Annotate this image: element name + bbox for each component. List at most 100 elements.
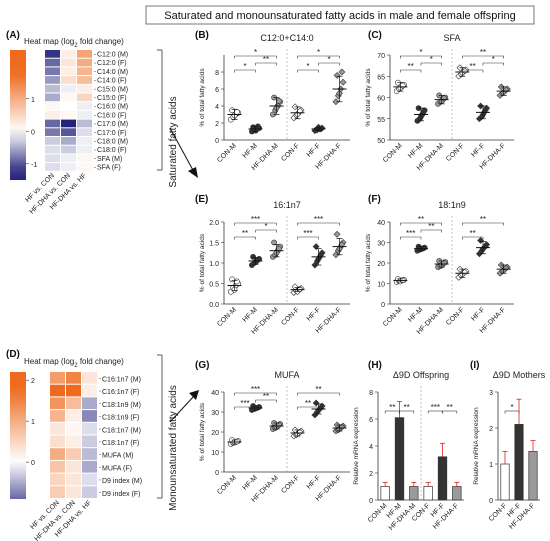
y-tick-label: 6	[369, 417, 373, 424]
y-tick-label: 8	[369, 390, 373, 397]
panel-label-e: (E)	[195, 194, 208, 205]
significance-label: *	[264, 222, 267, 231]
heatmap-cell	[77, 110, 92, 119]
heatmap-title-text: Heat map (log	[24, 37, 74, 46]
data-point	[441, 95, 447, 102]
monounsaturated-label: Monounsaturated fatty acids	[168, 385, 179, 511]
data-point	[332, 251, 340, 259]
significance-label: **	[315, 385, 321, 394]
data-point	[233, 278, 240, 285]
significance-label: *	[317, 48, 320, 57]
chart-title: C12:0+C14:0	[260, 33, 313, 43]
significance-label: **	[480, 215, 486, 224]
heatmap-cell	[61, 58, 76, 67]
heatmap-title-text: Heat map (log	[24, 357, 74, 366]
heatmap-cell	[66, 384, 81, 397]
heatmap-cell	[45, 50, 60, 58]
y-tick-label: 55	[377, 117, 385, 124]
heatmap-row-label: C15:0 (M)	[97, 86, 128, 93]
heatmap-cell	[82, 460, 97, 473]
data-point	[233, 109, 240, 115]
heatmap-cell	[82, 435, 97, 448]
bar	[380, 486, 390, 501]
heatmap-cell	[61, 110, 76, 119]
y-tick-label: 4	[215, 104, 219, 111]
significance-label: **	[480, 48, 486, 57]
y-axis-label: % of total fatty acids	[199, 233, 206, 292]
heatmap-cell	[45, 128, 60, 136]
heatmap-cell	[66, 422, 81, 435]
heatmap-row-label: C14:0 (F)	[97, 78, 127, 85]
heatmap-row-label: C18:0 (M)	[97, 139, 128, 146]
panel-label-a: (A)	[6, 30, 20, 41]
heatmap-cell	[61, 154, 76, 163]
heatmap-cell	[77, 163, 92, 171]
data-point	[275, 98, 282, 104]
scale-tick-label: 1	[31, 419, 35, 426]
significance-label: **	[305, 399, 311, 408]
heatmap-row-label: C12:0 (F)	[97, 60, 127, 67]
bar	[528, 451, 538, 501]
heatmap-cell	[50, 422, 65, 435]
significance-label: **	[447, 403, 453, 412]
heatmap-row-label: C17:0 (M)	[97, 121, 128, 128]
y-tick-label: 60	[377, 96, 385, 103]
y-tick-label: 30	[211, 410, 219, 417]
data-point	[271, 239, 277, 246]
y-tick-label: 0	[369, 498, 373, 505]
heatmap-cell	[82, 448, 97, 460]
heatmap-row-label: C17:0 (F)	[97, 130, 127, 137]
heatmap-cell	[61, 163, 76, 171]
y-tick-label: 3	[489, 390, 493, 397]
heatmap-cell	[66, 410, 81, 422]
data-point	[312, 243, 320, 251]
heatmap-row-label: C18:1n9 (M)	[102, 402, 141, 409]
heatmap-cell	[61, 128, 76, 136]
heatmap-cell	[77, 145, 92, 154]
y-tick-label: 0	[215, 470, 219, 477]
data-point	[481, 106, 489, 114]
heatmap-cell	[50, 384, 65, 397]
significance-label: **	[470, 62, 476, 71]
heatmap-cell	[45, 76, 60, 84]
y-tick-label: 40	[211, 390, 219, 397]
heatmap-cell	[45, 154, 60, 163]
panel-label-c: (C)	[368, 30, 382, 41]
y-tick-label: 2	[489, 426, 493, 433]
heatmap-cell	[61, 93, 76, 102]
y-tick-label: 40	[377, 220, 385, 227]
heatmap-row-label: D9 index (F)	[102, 491, 141, 498]
heatmap-cell	[82, 372, 97, 384]
y-tick-label: 2.0	[209, 220, 219, 227]
data-point	[250, 253, 256, 260]
significance-label: *	[430, 55, 433, 64]
heatmap-cell	[45, 137, 60, 145]
heatmap-row-label: C18:1n9 (F)	[102, 415, 139, 422]
heatmap-cell	[66, 486, 81, 498]
y-tick-label: 1.5	[209, 241, 219, 248]
y-tick-label: 4	[369, 444, 373, 451]
y-tick-label: 50	[377, 138, 385, 145]
heatmap-cell	[82, 410, 97, 422]
heatmap-row-label: C16:1n7 (F)	[102, 389, 139, 396]
saturated-arrow-head	[188, 167, 198, 178]
significance-label: *	[492, 55, 495, 64]
data-point	[311, 261, 319, 269]
heatmap-row-label: MUFA (F)	[102, 465, 132, 472]
heatmap-cell	[50, 473, 65, 486]
heatmap-row-label: SFA (F)	[97, 165, 121, 172]
heatmap-cell	[77, 93, 92, 102]
heatmap-title-end: fold change)	[78, 37, 125, 46]
y-tick-label: 0.5	[209, 282, 219, 289]
y-axis-label: Relative mRNA expression	[473, 407, 480, 485]
heatmap-row-label: C14:0 (M)	[97, 69, 128, 76]
scale-tick-label: -1	[31, 162, 37, 169]
significance-label: **	[408, 62, 414, 71]
heatmap-cell	[50, 372, 65, 384]
heatmap-cell	[82, 473, 97, 486]
heatmap-cell	[66, 460, 81, 473]
y-axis-label: % of total fatty acids	[365, 68, 372, 127]
chart-title: SFA	[443, 33, 460, 43]
heatmap-cell	[45, 58, 60, 67]
